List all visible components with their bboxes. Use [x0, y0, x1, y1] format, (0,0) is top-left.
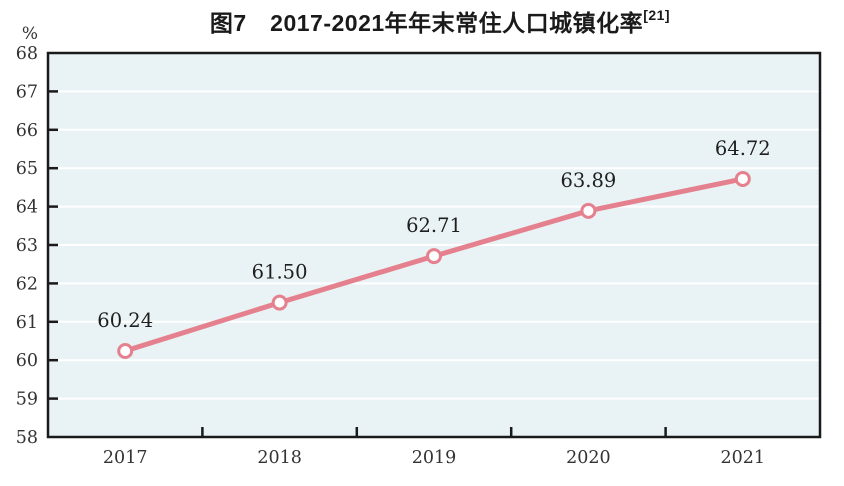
x-tick-label: 2019 — [412, 448, 457, 468]
data-label: 61.50 — [252, 261, 308, 284]
data-point — [580, 202, 597, 219]
y-tick-label: 67 — [16, 82, 38, 102]
y-tick-label: 62 — [16, 274, 38, 294]
y-tick-label: 65 — [16, 159, 38, 179]
data-label: 60.24 — [97, 309, 153, 332]
chart-title-text: 图7 2017-2021年年末常住人口城镇化率 — [209, 10, 644, 36]
data-label: 62.71 — [406, 214, 462, 237]
y-tick-label: 63 — [16, 236, 38, 256]
data-label: 63.89 — [560, 169, 616, 192]
y-tick-label: 59 — [16, 390, 38, 410]
y-tick-label: 58 — [16, 428, 38, 448]
y-tick-label: 68 — [16, 44, 38, 64]
chart-title-superscript: [21] — [643, 7, 671, 24]
y-tick-label: 64 — [16, 198, 38, 218]
y-tick-label: 60 — [16, 351, 38, 371]
y-tick-label: 61 — [16, 313, 38, 333]
data-point — [734, 170, 751, 187]
data-point — [117, 342, 134, 359]
data-point — [271, 294, 288, 311]
y-tick-label: 66 — [16, 121, 38, 141]
x-tick-label: 2021 — [721, 448, 766, 468]
plot-border — [46, 51, 822, 439]
chart-title: 图7 2017-2021年年末常住人口城镇化率[21] — [0, 4, 844, 38]
y-axis-unit-label: % — [21, 24, 39, 44]
data-point — [426, 248, 442, 265]
x-tick-label: 2020 — [566, 448, 611, 468]
x-tick-label: 2017 — [103, 448, 148, 468]
data-label: 64.72 — [715, 137, 771, 160]
x-tick-label: 2018 — [257, 448, 302, 468]
